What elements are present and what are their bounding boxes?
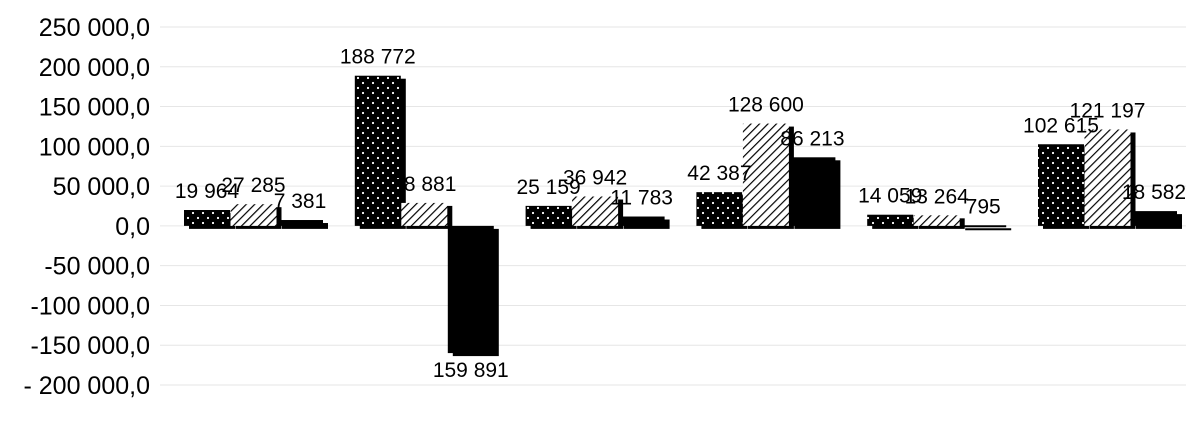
y-tick-label: -150 000,0 xyxy=(30,332,150,360)
data-label: 102 615 xyxy=(1023,114,1099,137)
data-label: 128 600 xyxy=(728,94,804,117)
data-labels: 19 964 188 772 25 159 42 387 14 059 102 615 27… xyxy=(175,46,1186,382)
y-tick-label: - 200 000,0 xyxy=(24,372,151,400)
bar xyxy=(696,192,743,226)
gridlines xyxy=(160,26,1186,386)
y-tick-label: 50 000,0 xyxy=(53,173,150,201)
y-tick-label: 100 000,0 xyxy=(39,133,150,161)
data-label: 795 xyxy=(966,195,1001,218)
bar xyxy=(184,210,230,226)
data-label: 188 772 xyxy=(340,46,416,69)
data-label: 28 881 xyxy=(392,173,456,196)
bar xyxy=(1084,129,1131,226)
data-label: 121 197 xyxy=(1070,99,1146,122)
data-label: 42 387 xyxy=(687,162,751,185)
data-label: 159 891 xyxy=(433,359,509,382)
bar xyxy=(960,225,1007,228)
data-label: 25 159 xyxy=(516,176,580,199)
y-axis-tick-labels: 250 000,0 200 000,0 150 000,0 100 000,0 50 0… xyxy=(24,14,151,400)
data-label: 86 213 xyxy=(780,127,844,150)
data-label: 36 942 xyxy=(563,166,627,189)
data-label: 14 059 xyxy=(858,185,922,208)
bar xyxy=(789,157,836,226)
bar xyxy=(618,216,665,226)
bar xyxy=(1038,144,1084,226)
data-label: 11 783 xyxy=(610,187,673,210)
bar xyxy=(230,204,277,226)
bar xyxy=(447,225,494,354)
y-tick-label: 200 000,0 xyxy=(39,54,150,82)
y-tick-label: 150 000,0 xyxy=(39,94,150,122)
data-label: 19 964 xyxy=(175,180,240,203)
bar-shadow xyxy=(965,228,1012,231)
bar xyxy=(277,220,323,226)
bar xyxy=(572,196,619,226)
bar xyxy=(401,202,448,226)
bar xyxy=(525,205,572,226)
bars xyxy=(184,75,1182,357)
data-label: 27 285 xyxy=(221,174,285,197)
data-label: 13 264 xyxy=(905,185,970,208)
bar xyxy=(354,75,401,226)
data-label: 7 381 xyxy=(274,190,327,213)
bar-shadow xyxy=(282,223,328,229)
y-tick-label: 250 000,0 xyxy=(39,14,150,42)
y-tick-label: -100 000,0 xyxy=(30,292,150,320)
y-tick-label: -50 000,0 xyxy=(44,253,150,281)
y-tick-label: 0,0 xyxy=(115,213,150,241)
bar xyxy=(742,123,789,226)
bar xyxy=(867,214,914,226)
bar xyxy=(913,215,960,226)
data-label: 18 582 xyxy=(1122,181,1186,204)
bar xyxy=(1131,211,1177,226)
